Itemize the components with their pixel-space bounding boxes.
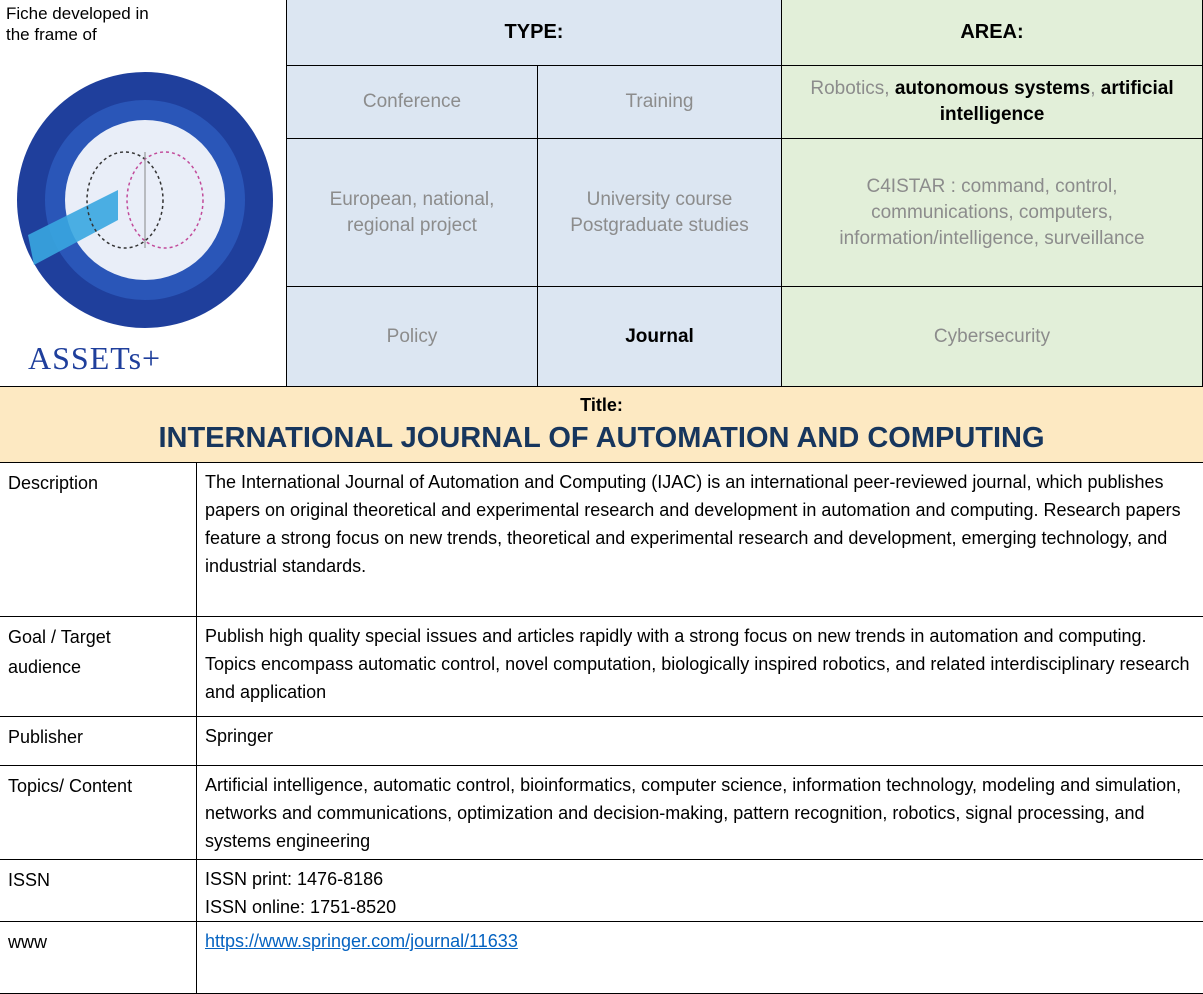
row-content: Springer	[197, 717, 1203, 766]
brain-left	[86, 151, 164, 249]
logo-cell: Fiche developed in the frame of ASSETs+	[0, 0, 287, 387]
row-content: ISSN print: 1476-8186 ISSN online: 1751-8…	[197, 860, 1203, 922]
content-line: The International Journal of Automation …	[205, 472, 1181, 576]
fiche-note: Fiche developed in the frame of	[6, 4, 149, 44]
area-heading: AREA:	[782, 0, 1203, 66]
title-text: INTERNATIONAL JOURNAL OF AUTOMATION AND …	[158, 421, 1045, 454]
area-option: Robotics, autonomous systems, artificial…	[782, 66, 1203, 139]
row-content: Publish high quality special issues and …	[197, 617, 1203, 717]
type-heading: TYPE:	[287, 0, 782, 66]
area-part: autonomous systems	[894, 78, 1091, 99]
content-line: Artificial intelligence, automatic contr…	[205, 775, 1182, 851]
content-line: Springer	[205, 726, 274, 746]
row-label: Goal / Target audience	[0, 617, 197, 717]
area-option: C4ISTAR : command, control, communicatio…	[782, 139, 1203, 287]
type-option: Training	[538, 66, 782, 139]
area-option: Cybersecurity	[782, 287, 1203, 387]
brain-right	[126, 151, 204, 249]
row-content: https://www.springer.com/journal/11633	[197, 922, 1203, 994]
row-label: Description	[0, 463, 197, 617]
row-content: The International Journal of Automation …	[197, 463, 1203, 617]
content-line: Publish high quality special issues and …	[205, 626, 1190, 702]
type-option: Journal	[538, 287, 782, 387]
type-option: European, national, regional project	[287, 139, 538, 287]
row-content: Artificial intelligence, automatic contr…	[197, 766, 1203, 860]
row-label: ISSN	[0, 860, 197, 922]
area-part: C4ISTAR : command, control, communicatio…	[839, 175, 1145, 249]
link[interactable]: https://www.springer.com/journal/11633	[205, 931, 518, 951]
content-line: ISSN print: 1476-8186	[205, 869, 384, 889]
type-option: Conference	[287, 66, 538, 139]
area-text: Cybersecurity	[934, 324, 1050, 350]
type-option: Policy	[287, 287, 538, 387]
row-label: Publisher	[0, 717, 197, 766]
area-part: artificial intelligence	[939, 78, 1174, 125]
logo-beam	[28, 190, 118, 265]
row-label: www	[0, 922, 197, 994]
title-label: Title:	[580, 394, 623, 415]
type-option: University course Postgraduate studies	[538, 139, 782, 287]
content-line: ISSN online: 1751-8520	[205, 897, 397, 917]
title-band: Title: INTERNATIONAL JOURNAL OF AUTOMATI…	[0, 387, 1203, 463]
area-text: Robotics, autonomous systems, artificial…	[794, 76, 1190, 128]
logo-text: ASSETs+	[28, 340, 162, 376]
logo	[17, 72, 273, 328]
area-text: C4ISTAR : command, control, communicatio…	[794, 174, 1190, 252]
area-part: Robotics,	[810, 78, 895, 99]
row-label: Topics/ Content	[0, 766, 197, 860]
area-part: ,	[1090, 78, 1101, 99]
area-part: Cybersecurity	[933, 325, 1051, 347]
